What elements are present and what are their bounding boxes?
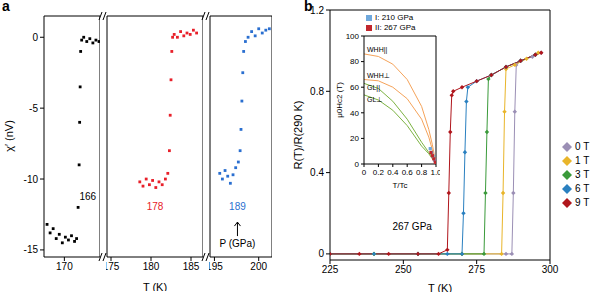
svg-text:60: 60 <box>350 83 359 92</box>
svg-text:0: 0 <box>355 160 360 169</box>
svg-text:1.2: 1.2 <box>310 5 324 16</box>
svg-text:0.4: 0.4 <box>387 168 399 177</box>
svg-text:0.2: 0.2 <box>373 168 385 177</box>
svg-text:225: 225 <box>322 264 339 275</box>
svg-text:0: 0 <box>32 32 38 43</box>
svg-text:195: 195 <box>209 261 223 272</box>
svg-text:175: 175 <box>106 261 120 272</box>
svg-text:0.6: 0.6 <box>402 168 414 177</box>
html-text:χ′ (nV): χ′ (nV) <box>3 120 15 152</box>
html-text:1 T: 1 T <box>575 155 590 166</box>
svg-text:GL⊥: GL⊥ <box>367 96 382 103</box>
svg-text:0.4: 0.4 <box>310 167 324 178</box>
svg-text:178: 178 <box>147 201 164 212</box>
svg-text:185: 185 <box>183 261 200 272</box>
svg-text:166: 166 <box>79 191 96 202</box>
svg-text:T (K): T (K) <box>143 281 167 291</box>
svg-text:WHH||: WHH|| <box>367 46 388 54</box>
svg-text:300: 300 <box>542 264 559 275</box>
svg-text:170: 170 <box>56 261 73 272</box>
svg-text:180: 180 <box>143 261 160 272</box>
svg-text:T (K): T (K) <box>428 282 452 292</box>
svg-text:0.8: 0.8 <box>416 168 428 177</box>
svg-text:0: 0 <box>318 248 324 259</box>
svg-text:-10: -10 <box>24 174 39 185</box>
html-text:0 T: 0 T <box>575 141 590 152</box>
svg-text:GL||: GL|| <box>367 84 380 92</box>
svg-text:200: 200 <box>250 261 267 272</box>
svg-text:P (GPa): P (GPa) <box>219 238 255 249</box>
svg-text:0.8: 0.8 <box>310 86 324 97</box>
svg-text:WHH⊥: WHH⊥ <box>367 72 390 79</box>
svg-text:0: 0 <box>362 168 367 177</box>
svg-text:1.0: 1.0 <box>430 168 440 177</box>
svg-text:189: 189 <box>229 201 246 212</box>
html-text:9 T: 9 T <box>575 197 590 208</box>
svg-text:250: 250 <box>395 264 412 275</box>
html-text:6 T: 6 T <box>575 183 590 194</box>
svg-text:-15: -15 <box>24 244 39 255</box>
svg-text:-5: -5 <box>29 103 38 114</box>
svg-text:40: 40 <box>350 109 359 118</box>
svg-text:267 GPa: 267 GPa <box>392 221 432 232</box>
html-text:μ0Hc2 (T): μ0Hc2 (T) <box>334 82 344 118</box>
svg-text:T/Tc: T/Tc <box>392 181 407 188</box>
svg-text:100: 100 <box>346 32 360 41</box>
svg-text:20: 20 <box>350 134 359 143</box>
html-text:II: 267 GPa: II: 267 GPa <box>375 23 416 32</box>
html-text:R(T)/R(290 K): R(T)/R(290 K) <box>292 100 304 170</box>
svg-text:80: 80 <box>350 57 359 66</box>
html-text:I: 210 GPa: I: 210 GPa <box>375 13 414 22</box>
html-text:3 T: 3 T <box>575 169 590 180</box>
svg-text:275: 275 <box>468 264 485 275</box>
